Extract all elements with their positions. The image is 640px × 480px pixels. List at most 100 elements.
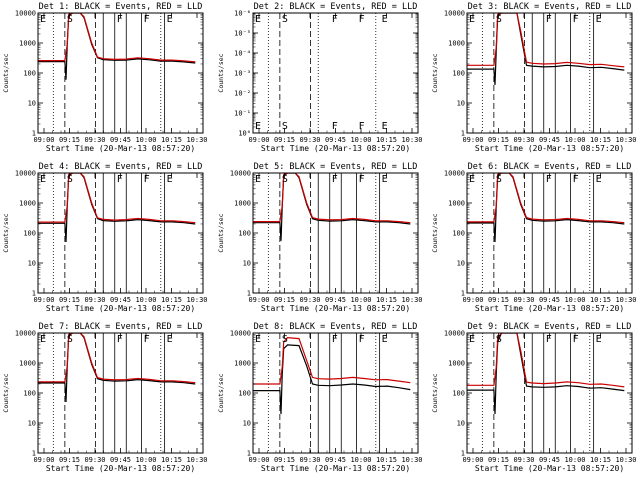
x-tick-label: 10:00 [564, 456, 585, 464]
x-tick-label: 09:15 [59, 296, 80, 304]
x-tick-label: 09:00 [462, 136, 483, 144]
phase-marker-f: F [573, 334, 579, 345]
plot-frame [466, 332, 633, 454]
phase-marker-f: F [117, 174, 123, 185]
x-tick-label: 10:15 [590, 296, 611, 304]
y-tick-label: 10 [28, 100, 36, 108]
x-tick-label: 09:30 [299, 136, 320, 144]
phase-marker-f: F [546, 174, 552, 185]
x-tick-label: 10:00 [350, 296, 371, 304]
y-tick-label: 100 [238, 230, 251, 238]
phase-marker-s: S [282, 174, 288, 185]
y-tick-label: 1000 [19, 200, 36, 208]
phase-marker-e: E [469, 334, 475, 345]
y-tick-label: 1 [247, 290, 251, 298]
chart-title: Det 8: BLACK = Events, RED = LLD [254, 322, 418, 332]
x-tick-label: 10:00 [135, 296, 156, 304]
y-tick-label: 1000 [234, 200, 251, 208]
series-line-events [253, 344, 411, 415]
phase-marker-e: E [40, 14, 46, 25]
phase-marker-e: E [40, 334, 46, 345]
x-tick-label: 09:45 [110, 456, 131, 464]
x-tick-label: 10:30 [401, 136, 422, 144]
series-line-lld [253, 173, 411, 224]
x-tick-label: 10:15 [376, 136, 397, 144]
x-tick-label: 09:45 [325, 136, 346, 144]
phase-marker-s: S [496, 14, 502, 25]
x-tick-label: 09:00 [33, 136, 54, 144]
phase-marker-s: S [282, 121, 288, 132]
phase-marker-s: S [67, 14, 73, 25]
phase-marker-e: E [382, 121, 388, 132]
phase-marker-f: F [144, 14, 150, 25]
y-tick-label: 1000 [234, 360, 251, 368]
plot-frame [252, 332, 419, 454]
y-axis-label: Counts/sec [431, 53, 439, 92]
series-line-lld [467, 13, 625, 68]
chart-panel-det-4: Det 4: BLACK = Events, RED = LLD E S F F E 1 10… [2, 162, 208, 313]
plot-frame [37, 172, 204, 294]
series-line-lld [467, 333, 625, 388]
phase-marker-s: S [496, 174, 502, 185]
x-tick-label: 09:45 [110, 296, 131, 304]
x-tick-label: 09:30 [84, 456, 105, 464]
x-tick-label: 10:00 [564, 136, 585, 144]
x-tick-label: 09:00 [462, 456, 483, 464]
phase-marker-f: F [573, 174, 579, 185]
phase-marker-f: F [144, 174, 150, 185]
y-tick-label: 1 [247, 450, 251, 458]
x-axis-label: Start Time (20-Mar-13 08:57:20) [261, 144, 410, 153]
y-tick-label: 1 [461, 130, 465, 138]
x-tick-label: 09:15 [274, 136, 295, 144]
y-tick-label: 10⁻¹ [234, 110, 251, 118]
phase-marker-e: E [596, 174, 602, 185]
phase-marker-f: F [573, 14, 579, 25]
x-tick-label: 10:15 [161, 456, 182, 464]
y-tick-label: 10⁰ [238, 130, 251, 138]
x-tick-label: 09:45 [539, 136, 560, 144]
x-tick-label: 10:15 [590, 136, 611, 144]
phase-marker-e: E [40, 174, 46, 185]
x-tick-label: 09:30 [299, 456, 320, 464]
x-tick-label: 10:15 [161, 296, 182, 304]
x-tick-label: 09:15 [488, 296, 509, 304]
phase-marker-f: F [117, 14, 123, 25]
y-axis-label: Counts/sec [2, 53, 10, 92]
x-tick-label: 10:30 [186, 296, 207, 304]
y-tick-label: 1 [32, 290, 36, 298]
x-tick-label: 09:00 [462, 296, 483, 304]
series-line-lld [253, 336, 411, 385]
x-tick-label: 09:00 [248, 456, 269, 464]
x-tick-label: 10:30 [401, 296, 422, 304]
y-tick-label: 100 [238, 390, 251, 398]
phase-marker-e: E [469, 174, 475, 185]
series-line-events [467, 13, 625, 85]
plot-frame [466, 172, 633, 294]
phase-marker-f: F [546, 334, 552, 345]
y-tick-label: 10 [457, 420, 465, 428]
chart-panel-det-9: Det 9: BLACK = Events, RED = LLD E S F F E 1 10… [431, 322, 637, 473]
phase-marker-e: E [596, 14, 602, 25]
x-tick-label: 09:00 [248, 296, 269, 304]
x-tick-label: 10:15 [376, 296, 397, 304]
y-tick-label: 10 [243, 420, 251, 428]
plot-frame [466, 12, 633, 134]
y-tick-label: 1 [461, 290, 465, 298]
phase-marker-e: E [167, 334, 173, 345]
y-tick-label: 10000 [230, 170, 251, 178]
y-tick-label: 10000 [230, 330, 251, 338]
y-axis-label: Counts/sec [217, 53, 225, 92]
x-tick-label: 09:30 [84, 296, 105, 304]
x-tick-label: 10:30 [186, 136, 207, 144]
x-tick-label: 09:15 [488, 456, 509, 464]
phase-marker-e: E [255, 174, 261, 185]
y-tick-label: 1000 [448, 200, 465, 208]
chart-panel-det-7: Det 7: BLACK = Events, RED = LLD E S F F E 1 10… [2, 322, 208, 473]
x-tick-label: 09:15 [488, 136, 509, 144]
phase-marker-f: F [359, 174, 365, 185]
x-axis-label: Start Time (20-Mar-13 08:57:20) [46, 464, 195, 473]
phase-marker-f: F [332, 121, 338, 132]
phase-marker-e: E [255, 334, 261, 345]
y-tick-label: 1 [32, 450, 36, 458]
y-tick-label: 10⁻³ [234, 70, 251, 78]
